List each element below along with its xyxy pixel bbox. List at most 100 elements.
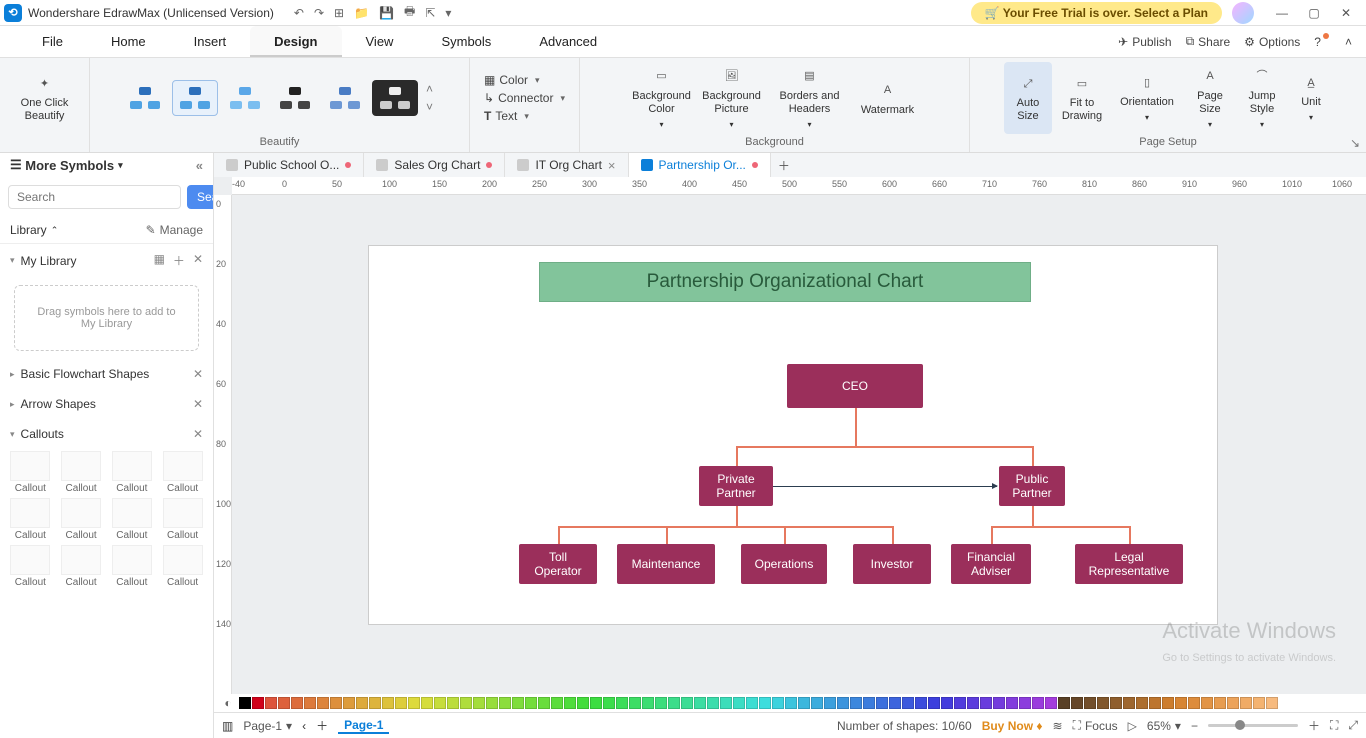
- beautify-scroll-up-icon[interactable]: ˄: [426, 82, 433, 96]
- callouts-close-icon[interactable]: ✕: [193, 427, 203, 441]
- canvas-viewport[interactable]: Partnership Organizational Chart CEOPriv…: [232, 195, 1366, 694]
- beautify-style-4[interactable]: [272, 80, 318, 116]
- org-node-toll[interactable]: TollOperator: [519, 544, 597, 584]
- color-swatch[interactable]: [590, 697, 602, 709]
- org-node-pub[interactable]: PublicPartner: [999, 466, 1065, 506]
- color-swatch[interactable]: [655, 697, 667, 709]
- color-swatch[interactable]: [1110, 697, 1122, 709]
- callout-thumb-9[interactable]: [61, 545, 101, 575]
- color-swatch[interactable]: [1149, 697, 1161, 709]
- zoom-in-icon[interactable]: ＋: [1308, 717, 1320, 734]
- layers-icon[interactable]: ≋: [1053, 719, 1063, 733]
- color-swatch[interactable]: [343, 697, 355, 709]
- connector-dropdown[interactable]: ↳ Connector: [484, 91, 565, 105]
- color-swatch[interactable]: [1006, 697, 1018, 709]
- redo-icon[interactable]: ↷: [314, 6, 324, 20]
- library-label[interactable]: Library: [10, 223, 47, 237]
- search-input[interactable]: [8, 185, 181, 209]
- callout-thumb-3[interactable]: [163, 451, 203, 481]
- doc-tab-0[interactable]: Public School O...: [214, 153, 364, 177]
- callout-thumb-5[interactable]: [61, 498, 101, 528]
- color-dropdown[interactable]: ▦ Color: [484, 73, 565, 87]
- library-expand-icon[interactable]: ⌃: [51, 225, 59, 236]
- color-swatch[interactable]: [902, 697, 914, 709]
- color-swatch[interactable]: [811, 697, 823, 709]
- color-swatch[interactable]: [863, 697, 875, 709]
- org-node-priv[interactable]: PrivatePartner: [699, 466, 773, 506]
- menu-symbols[interactable]: Symbols: [417, 26, 515, 57]
- doc-tab-3[interactable]: Partnership Or...: [629, 153, 771, 177]
- callout-thumb-0[interactable]: [10, 451, 50, 481]
- basic-flowchart-header[interactable]: ▸Basic Flowchart Shapes ✕: [0, 359, 213, 389]
- color-swatch[interactable]: [564, 697, 576, 709]
- org-node-fin[interactable]: FinancialAdviser: [951, 544, 1031, 584]
- color-swatch[interactable]: [629, 697, 641, 709]
- color-swatch[interactable]: [681, 697, 693, 709]
- page-size-button[interactable]: APage Size▾: [1186, 62, 1234, 134]
- mylib-grid-icon[interactable]: ▦: [154, 252, 165, 269]
- color-swatch[interactable]: [408, 697, 420, 709]
- collapse-sidebar-icon[interactable]: «: [196, 158, 203, 173]
- save-icon[interactable]: 💾: [379, 6, 394, 20]
- qa-more-icon[interactable]: ▾: [445, 6, 451, 20]
- color-swatch[interactable]: [928, 697, 940, 709]
- color-swatch[interactable]: [421, 697, 433, 709]
- new-icon[interactable]: ⊞: [334, 6, 344, 20]
- prev-page-icon[interactable]: ‹: [302, 719, 306, 733]
- color-swatch[interactable]: [1019, 697, 1031, 709]
- menu-home[interactable]: Home: [87, 26, 170, 57]
- callout-thumb-7[interactable]: [163, 498, 203, 528]
- beautify-style-3[interactable]: [222, 80, 268, 116]
- options-link[interactable]: ⚙ Options: [1244, 35, 1300, 49]
- color-swatch[interactable]: [447, 697, 459, 709]
- callout-thumb-4[interactable]: [10, 498, 50, 528]
- basic-close-icon[interactable]: ✕: [193, 367, 203, 381]
- close-tab-icon[interactable]: ×: [608, 158, 616, 173]
- export-icon[interactable]: ⇱: [425, 6, 435, 20]
- color-swatch[interactable]: [1201, 697, 1213, 709]
- beautify-style-1[interactable]: [122, 80, 168, 116]
- borders-headers-button[interactable]: ▤Borders and Headers▾: [769, 62, 851, 134]
- more-symbols-caret-icon[interactable]: ▾: [118, 160, 123, 171]
- color-swatch[interactable]: [330, 697, 342, 709]
- color-swatch[interactable]: [759, 697, 771, 709]
- color-swatch[interactable]: [707, 697, 719, 709]
- color-swatch[interactable]: [798, 697, 810, 709]
- color-swatch[interactable]: [642, 697, 654, 709]
- watermark-button[interactable]: AWatermark: [855, 62, 921, 134]
- color-swatch[interactable]: [720, 697, 732, 709]
- add-doc-tab[interactable]: ＋: [771, 153, 797, 177]
- beautify-style-2[interactable]: [172, 80, 218, 116]
- buy-now-link[interactable]: Buy Now ♦: [982, 719, 1043, 733]
- eyedropper-icon[interactable]: ◐: [218, 696, 238, 710]
- color-swatch[interactable]: [1084, 697, 1096, 709]
- color-swatch[interactable]: [356, 697, 368, 709]
- color-swatch[interactable]: [278, 697, 290, 709]
- color-swatch[interactable]: [1123, 697, 1135, 709]
- callout-thumb-10[interactable]: [112, 545, 152, 575]
- color-swatch[interactable]: [434, 697, 446, 709]
- color-swatch[interactable]: [1214, 697, 1226, 709]
- background-picture-button[interactable]: 🖼Background Picture▾: [699, 62, 765, 134]
- color-swatch[interactable]: [551, 697, 563, 709]
- unit-button[interactable]: A̲Unit▾: [1290, 62, 1332, 134]
- color-swatch[interactable]: [850, 697, 862, 709]
- color-swatch[interactable]: [772, 697, 784, 709]
- color-swatch[interactable]: [1266, 697, 1278, 709]
- color-swatch[interactable]: [1188, 697, 1200, 709]
- color-swatch[interactable]: [382, 697, 394, 709]
- doc-tab-1[interactable]: Sales Org Chart: [364, 153, 505, 177]
- color-swatch[interactable]: [577, 697, 589, 709]
- publish-link[interactable]: ✈ Publish: [1118, 35, 1171, 49]
- color-swatch[interactable]: [1227, 697, 1239, 709]
- color-swatch[interactable]: [824, 697, 836, 709]
- color-swatch[interactable]: [1071, 697, 1083, 709]
- my-library-header[interactable]: ▾My Library ▦＋✕: [0, 244, 213, 277]
- undo-icon[interactable]: ↶: [294, 6, 304, 20]
- help-link[interactable]: ?: [1314, 35, 1331, 49]
- color-swatch[interactable]: [889, 697, 901, 709]
- focus-button[interactable]: ⛶ Focus: [1073, 718, 1118, 733]
- color-swatch[interactable]: [616, 697, 628, 709]
- color-swatch[interactable]: [941, 697, 953, 709]
- menu-view[interactable]: View: [342, 26, 418, 57]
